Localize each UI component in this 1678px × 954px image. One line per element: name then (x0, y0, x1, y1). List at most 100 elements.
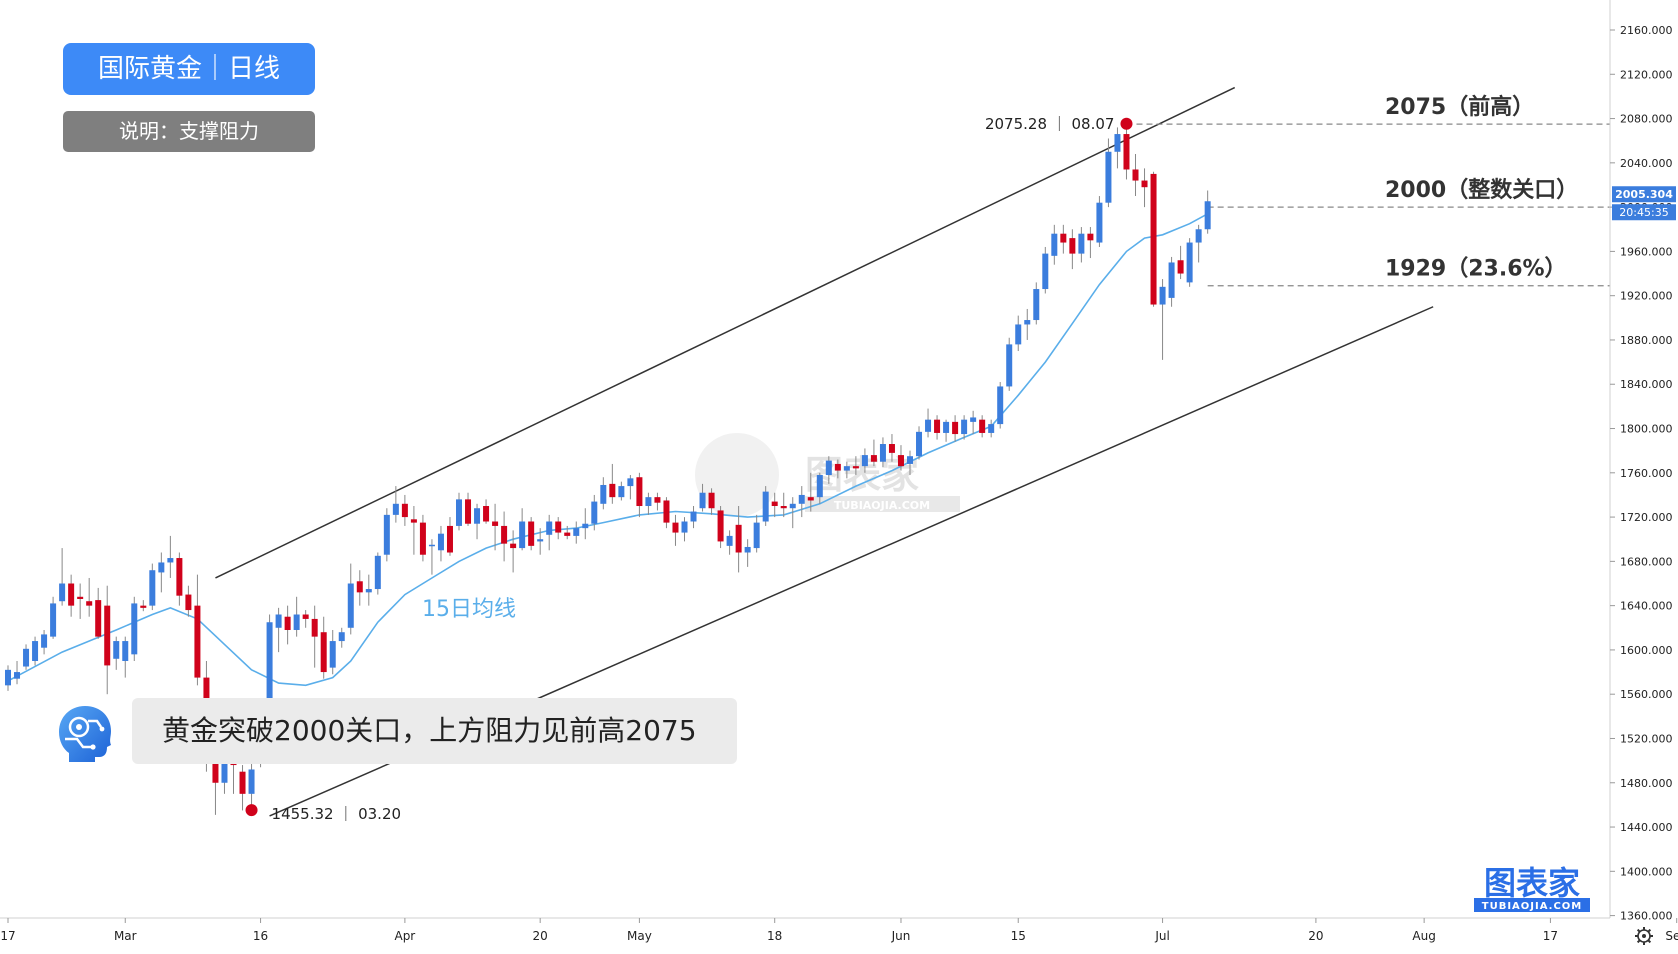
candle (149, 563, 156, 611)
candle (681, 517, 688, 542)
candle (519, 508, 526, 551)
candle-body (735, 524, 742, 553)
candle (474, 503, 481, 540)
candle-body (690, 511, 697, 522)
pivot-dot (245, 804, 258, 817)
candle-body (1006, 344, 1013, 387)
candle-body (988, 424, 995, 433)
candle (663, 497, 670, 529)
candle-body (555, 521, 562, 533)
candle (293, 596, 300, 637)
candle (501, 511, 508, 562)
candle (952, 415, 959, 442)
candle (239, 765, 246, 811)
candle (753, 514, 760, 553)
candle (699, 483, 706, 512)
time-axis[interactable]: 17Mar16Apr20May18Jun15Jul20Aug17Sep14Oct (0, 917, 1678, 943)
candle (744, 539, 751, 567)
candle (59, 548, 66, 606)
candle-body (392, 503, 399, 515)
candle-body (582, 523, 589, 529)
candle-body (825, 460, 832, 476)
candle (266, 614, 273, 708)
price-axis-label: 1760.000 (1620, 467, 1673, 480)
candle-body (492, 521, 499, 526)
candle (483, 499, 490, 524)
candle (23, 644, 30, 670)
candle (555, 517, 562, 540)
price-axis-label: 1720.000 (1620, 511, 1673, 524)
candle-body (780, 506, 787, 509)
countdown-label: 20:45:35 (1619, 206, 1668, 219)
time-axis-label: 17 (1543, 929, 1558, 943)
gear-icon[interactable] (1635, 927, 1653, 945)
candle (1033, 282, 1040, 325)
candle-body (564, 532, 571, 536)
candle-body (843, 466, 850, 471)
candle (1177, 245, 1184, 280)
candle-body (753, 522, 760, 549)
candle-body (591, 501, 598, 524)
candle (77, 583, 84, 619)
candles (5, 123, 1211, 815)
candle-body (627, 478, 634, 487)
candle-body (284, 616, 291, 630)
candle (311, 605, 318, 668)
candle (735, 506, 742, 573)
candle-body (1069, 238, 1076, 254)
candle-body (149, 570, 156, 606)
candle-body (410, 519, 417, 523)
gear-icon-hub (1642, 934, 1646, 938)
price-axis-label: 1840.000 (1620, 378, 1673, 391)
candle (1042, 246, 1049, 294)
chart-subtitle: 说明：支撑阻力 (63, 111, 315, 152)
candle-body (1150, 173, 1157, 305)
candle (338, 627, 345, 648)
robot-head-icon (55, 703, 115, 763)
candle-body (943, 421, 950, 433)
candle (852, 456, 859, 476)
candle (816, 472, 823, 504)
candle-body (1159, 286, 1166, 305)
candle (284, 605, 291, 645)
gear-icon-tooth (1636, 939, 1641, 944)
ma15-polyline (7, 213, 1209, 687)
candle (609, 463, 616, 504)
level-label-2075: 2075（前高） (1385, 94, 1534, 120)
current-price-tag (1612, 186, 1676, 203)
pivot-label: 2075.28 ｜ 08.07 (985, 115, 1115, 133)
candle (870, 439, 877, 467)
candle-body (293, 614, 300, 630)
candle-body (1186, 242, 1193, 283)
candle-body (474, 508, 481, 524)
candle-body (50, 603, 57, 637)
candle (365, 574, 372, 606)
candle (383, 508, 390, 562)
candle (546, 514, 553, 551)
candle-body (1177, 260, 1184, 274)
candle-body (113, 641, 120, 659)
candle (789, 497, 796, 529)
candle (970, 410, 977, 435)
candle-body (1105, 151, 1112, 203)
candle-body (14, 672, 21, 679)
candle (437, 525, 444, 562)
logo-domain-text: TUBIAOJIA.COM (1482, 901, 1582, 912)
price-axis[interactable]: 1360.000 1400.000 1440.000 1480.000 1520.000… (1609, 0, 1676, 945)
candle-body (383, 514, 390, 555)
candle (834, 459, 841, 479)
time-axis-label: 20 (533, 929, 548, 943)
candle-body (600, 484, 607, 504)
candle (780, 492, 787, 518)
candle-body (275, 614, 282, 628)
price-axis-label: 1600.000 (1620, 644, 1673, 657)
candle (528, 517, 535, 551)
candle-body (870, 455, 877, 462)
time-axis-label: 15 (1011, 929, 1026, 943)
time-axis-label: Sep (1665, 929, 1678, 943)
horizontal-levels: 2075（前高） 2000（整数关口） 1929（23.6%） (1126, 94, 1610, 287)
price-axis-label: 1640.000 (1620, 600, 1673, 613)
candle-body (618, 486, 625, 498)
